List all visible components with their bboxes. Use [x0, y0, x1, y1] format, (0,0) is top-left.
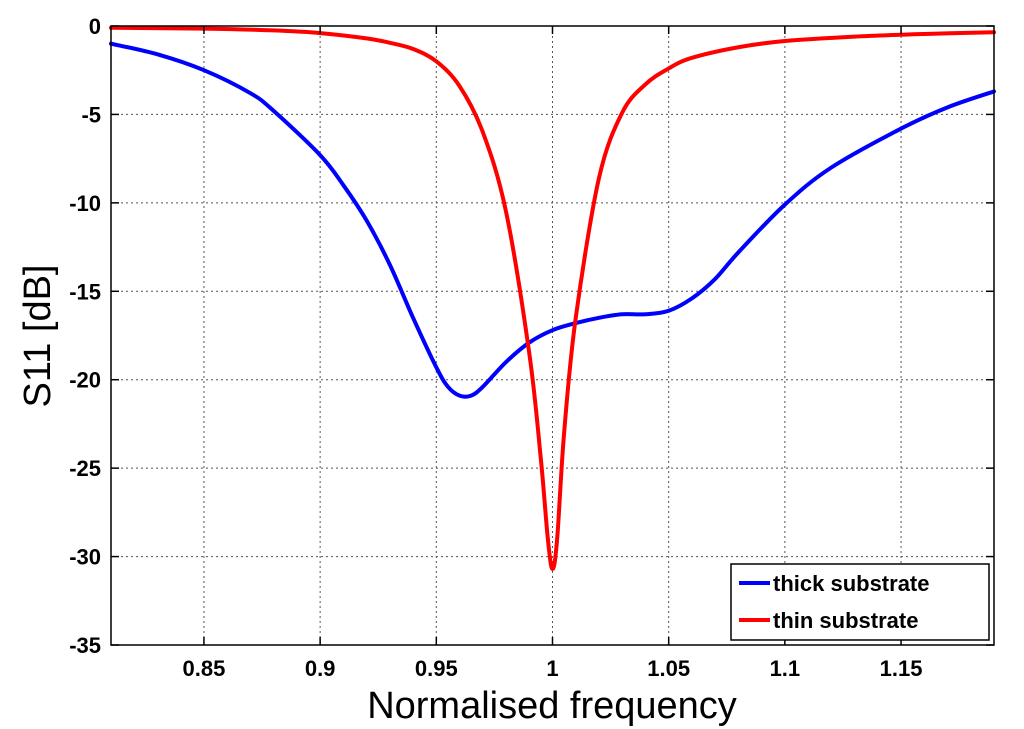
y-tick-label: -20 — [69, 368, 101, 393]
x-tick-label: 1.15 — [880, 656, 923, 681]
x-tick-label: 0.9 — [305, 656, 336, 681]
x-tick-label: 1.1 — [770, 656, 801, 681]
series-layer — [109, 25, 996, 571]
legend: thick substrate thin substrate — [730, 563, 990, 641]
x-tick-label: 1.05 — [647, 656, 690, 681]
y-tick-label: -25 — [69, 456, 101, 481]
y-tick-label: -10 — [69, 191, 101, 216]
legend-label-thin: thin substrate — [773, 608, 918, 633]
grid — [111, 26, 994, 645]
series-line-thick-substrate — [109, 41, 996, 399]
y-tick-label: -30 — [69, 545, 101, 570]
x-axis-title: Normalised frequency — [367, 685, 737, 727]
legend-box — [730, 563, 990, 641]
y-tick-label: -35 — [69, 633, 101, 658]
ticks — [111, 25, 994, 646]
y-tick-label: -5 — [81, 102, 101, 127]
x-tick-label: 1 — [546, 656, 558, 681]
y-axis-title: S11 [dB] — [17, 265, 59, 408]
x-tick-label: 0.85 — [183, 656, 226, 681]
series-line-thin-substrate — [109, 25, 996, 571]
legend-label-thick: thick substrate — [773, 571, 930, 596]
y-tick-label: 0 — [89, 14, 101, 39]
y-tick-label: -15 — [69, 279, 101, 304]
x-tick-label: 0.95 — [415, 656, 458, 681]
tick-labels: 0.85 0.9 0.95 1 1.05 1.1 1.15 0 -5 -10 -15 -20 -25 -3… — [69, 14, 922, 681]
